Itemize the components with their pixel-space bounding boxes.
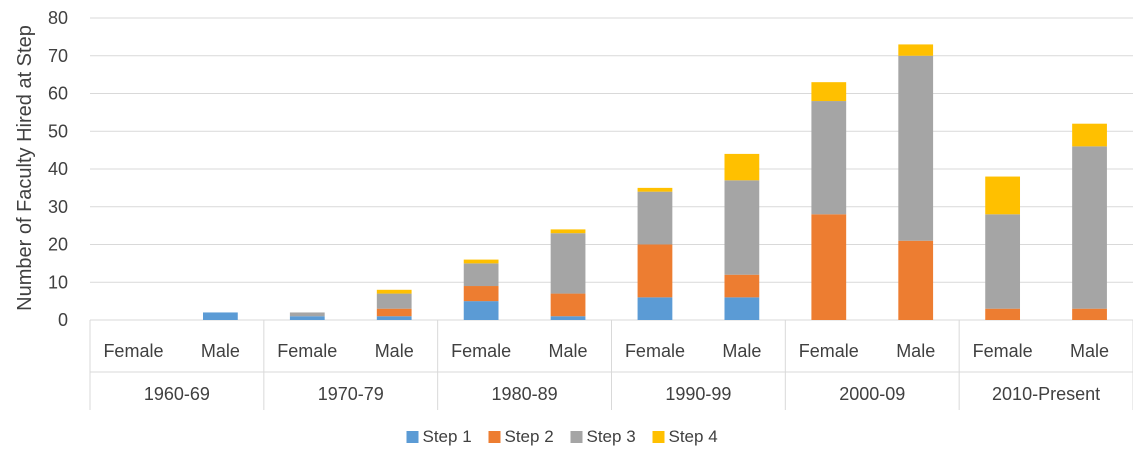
bar-segment — [376, 316, 412, 320]
bar-segment — [463, 286, 499, 302]
y-tick-label: 50 — [48, 121, 68, 141]
bar-segment — [637, 297, 673, 320]
bar-segment — [898, 240, 934, 320]
y-tick-label: 30 — [48, 197, 68, 217]
bar-segment — [289, 316, 325, 320]
legend-swatch — [570, 431, 583, 443]
bar-segment — [550, 293, 586, 317]
category-labels: Female Male Female Male Female Male Female Male… — [103, 341, 1109, 361]
legend-label: Step 4 — [669, 427, 718, 446]
bar-segment — [1072, 308, 1107, 320]
legend: Step 1 Step 2 Step 3 Step 4 — [406, 427, 718, 446]
legend-label: Step 3 — [587, 427, 636, 446]
category-label: Female — [799, 341, 859, 361]
y-axis-ticks: 0 10 20 30 40 50 60 70 80 — [48, 8, 68, 330]
legend-label: Step 2 — [505, 427, 554, 446]
legend-label: Step 1 — [423, 427, 472, 446]
bar-segment — [289, 312, 325, 317]
bar-segment — [898, 55, 934, 241]
y-tick-label: 0 — [58, 310, 68, 330]
bar-segment — [1072, 123, 1107, 147]
bar-segment — [376, 293, 412, 309]
bar-segment — [550, 233, 586, 294]
category-label: Male — [375, 341, 414, 361]
y-axis-label: Number of Faculty Hired at Step — [14, 25, 36, 311]
group-label: 2010-Present — [992, 384, 1100, 404]
bar-segment — [637, 244, 673, 298]
bar-segment — [985, 176, 1021, 215]
category-label: Female — [277, 341, 337, 361]
y-tick-label: 20 — [48, 235, 68, 255]
category-label: Male — [1070, 341, 1109, 361]
bar-segment — [202, 312, 238, 320]
legend-swatch — [652, 431, 665, 443]
bar-segment — [550, 229, 586, 234]
bar-segment — [985, 214, 1021, 309]
bar-segment — [811, 214, 847, 320]
bar-segment — [985, 308, 1021, 320]
bar-segment — [550, 316, 586, 320]
bar-segment — [376, 289, 412, 294]
bar-segment — [724, 153, 760, 181]
bar-segment — [463, 259, 499, 264]
bar-segment — [376, 308, 412, 317]
category-label: Male — [201, 341, 240, 361]
group-label: 1960-69 — [144, 384, 210, 404]
bar-segment — [724, 274, 760, 298]
gridlines — [89, 17, 1133, 410]
group-label: 1990-99 — [665, 384, 731, 404]
y-tick-label: 60 — [48, 84, 68, 104]
category-label: Female — [973, 341, 1033, 361]
group-label: 2000-09 — [839, 384, 905, 404]
y-tick-label: 40 — [48, 159, 68, 179]
y-tick-label: 70 — [48, 46, 68, 66]
bar-segment — [724, 297, 760, 320]
group-label: 1980-89 — [492, 384, 558, 404]
category-label: Female — [103, 341, 163, 361]
bar-segment — [637, 187, 673, 192]
y-tick-label: 10 — [48, 272, 68, 292]
y-tick-label: 80 — [48, 8, 68, 28]
bar-segment — [463, 301, 499, 320]
category-label: Male — [896, 341, 935, 361]
group-label: 1970-79 — [318, 384, 384, 404]
bar-segment — [724, 180, 760, 275]
bar-segment — [811, 82, 847, 102]
category-label: Male — [549, 341, 588, 361]
bar-segment — [463, 263, 499, 287]
legend-swatch — [488, 431, 501, 443]
group-labels: 1960-69 1970-79 1980-89 1990-99 2000-09 2010-… — [144, 384, 1100, 404]
bar-segment — [637, 191, 673, 245]
category-label: Male — [722, 341, 761, 361]
bar-segment — [1072, 146, 1107, 309]
category-label: Female — [625, 341, 685, 361]
bar-segment — [811, 101, 847, 215]
category-label: Female — [451, 341, 511, 361]
legend-swatch — [406, 431, 419, 443]
bars — [202, 44, 1107, 320]
bar-segment — [898, 44, 934, 56]
